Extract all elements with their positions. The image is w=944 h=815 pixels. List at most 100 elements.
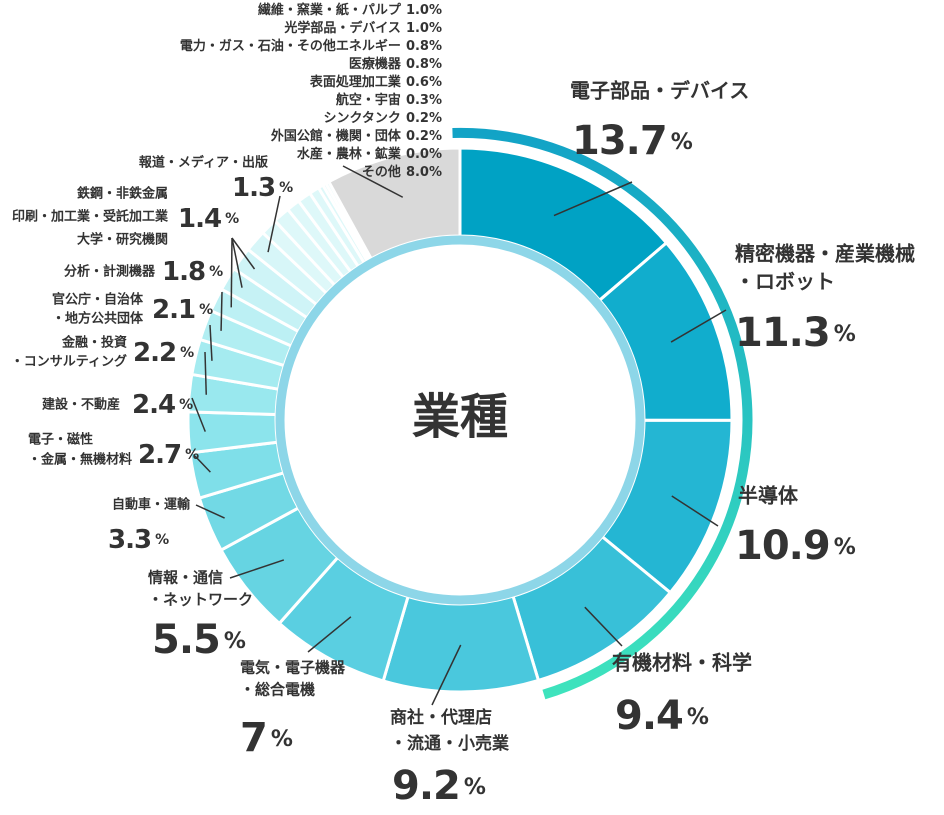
category-label: 繊維・窯業・紙・パルプ bbox=[258, 2, 402, 18]
value-label: 1.4% bbox=[178, 204, 239, 234]
value-label: 2.2% bbox=[133, 338, 194, 368]
value-number: 0.2 bbox=[406, 129, 429, 144]
value-number: 1.3 bbox=[232, 173, 275, 203]
value-label: 1.8% bbox=[162, 257, 223, 287]
small-label: 航空・宇宙 0.3% bbox=[336, 92, 442, 108]
small-label: 繊維・窯業・紙・パルプ 1.0% bbox=[258, 2, 442, 18]
value-number: 1.4 bbox=[178, 204, 221, 234]
value-number: 7 bbox=[240, 715, 267, 761]
value-label: 1.3% bbox=[232, 173, 293, 203]
category-label: ・ネットワーク bbox=[148, 591, 253, 609]
leader-line bbox=[229, 559, 285, 579]
category-label: 光学部品・デバイス bbox=[283, 20, 401, 36]
leader-line bbox=[220, 291, 223, 331]
value-unit: % bbox=[429, 111, 442, 126]
category-label: 電子部品・デバイス bbox=[570, 79, 749, 103]
value-unit: % bbox=[199, 302, 213, 318]
center-label: 業種 bbox=[412, 389, 508, 445]
value-unit: % bbox=[429, 3, 442, 18]
value-number: 0.8 bbox=[406, 57, 429, 72]
category-label: 大学・研究機関 bbox=[77, 232, 168, 248]
leader-line bbox=[191, 397, 206, 432]
value-label: 9.2% bbox=[392, 763, 486, 809]
value-label: 10.9% bbox=[735, 523, 856, 569]
category-label: 報道・メディア・出版 bbox=[139, 155, 268, 171]
value-number: 1.0 bbox=[406, 3, 429, 18]
value-unit: % bbox=[671, 130, 693, 155]
value-unit: % bbox=[271, 727, 293, 752]
value-number: 2.2 bbox=[133, 338, 176, 368]
value-number: 9.4 bbox=[615, 693, 683, 739]
value-unit: % bbox=[179, 397, 193, 413]
value-unit: % bbox=[429, 129, 442, 144]
value-unit: % bbox=[224, 629, 246, 654]
value-unit: % bbox=[429, 147, 442, 162]
category-label: 商社・代理店 bbox=[390, 707, 492, 728]
category-label: 情報・通信 bbox=[148, 569, 223, 587]
category-label: 自動車・運輸 bbox=[112, 497, 191, 513]
value-number: 0.6 bbox=[406, 75, 429, 90]
leader-line bbox=[584, 606, 623, 647]
category-label: 外国公館・機関・団体 bbox=[270, 128, 402, 144]
value-label: 3.3% bbox=[108, 525, 169, 555]
value-number: 0.3 bbox=[406, 93, 429, 108]
value-label: 2.1% bbox=[152, 295, 213, 325]
value-number: 0.2 bbox=[406, 111, 429, 126]
leader-line bbox=[194, 455, 211, 473]
value-unit: % bbox=[209, 264, 223, 280]
small-label: シンクタンク 0.2% bbox=[323, 111, 442, 126]
value-number: 9.2 bbox=[392, 763, 460, 809]
category-label: 電子・磁性 bbox=[28, 432, 93, 448]
leader-line bbox=[204, 351, 207, 395]
value-unit: % bbox=[279, 180, 293, 196]
value-unit: % bbox=[429, 165, 442, 180]
value-number: 1.0 bbox=[406, 21, 429, 36]
value-number: 10.9 bbox=[735, 523, 830, 569]
value-unit: % bbox=[429, 39, 442, 54]
value-number: 2.7 bbox=[138, 440, 181, 470]
value-number: 2.1 bbox=[152, 295, 195, 325]
value-unit: % bbox=[429, 75, 442, 90]
value-number: 1.8 bbox=[162, 257, 205, 287]
category-label: 水産・農林・鉱業 bbox=[297, 146, 402, 162]
small-label: 医療機器 0.8% bbox=[349, 56, 442, 72]
small-label: その他 8.0% bbox=[362, 164, 442, 180]
category-label: ・ロボット bbox=[735, 270, 835, 294]
value-number: 0.8 bbox=[406, 39, 429, 54]
value-label: 5.5% bbox=[152, 617, 246, 663]
value-unit: % bbox=[180, 345, 194, 361]
category-label: 建設・不動産 bbox=[42, 397, 120, 413]
category-label: 分析・計測機器 bbox=[64, 264, 156, 280]
category-label: 印刷・加工業・受託加工業 bbox=[12, 209, 169, 225]
value-number: 8.0 bbox=[406, 165, 429, 180]
leader-line bbox=[231, 237, 256, 270]
value-number: 0.0 bbox=[406, 147, 429, 162]
value-unit: % bbox=[834, 535, 856, 560]
category-label: 航空・宇宙 bbox=[336, 92, 401, 108]
category-label: ・地方公共団体 bbox=[52, 311, 144, 327]
category-label: 官公庁・自治体 bbox=[52, 292, 144, 308]
value-unit: % bbox=[225, 211, 239, 227]
category-label: シンクタンク bbox=[323, 111, 400, 126]
value-label: 11.3% bbox=[735, 310, 856, 356]
highlight-arc bbox=[452, 127, 753, 700]
small-label: 表面処理加工業 0.6% bbox=[309, 74, 442, 90]
category-label: ・コンサルティング bbox=[11, 354, 127, 370]
small-label: 水産・農林・鉱業 0.0% bbox=[297, 146, 442, 162]
value-unit: % bbox=[429, 93, 442, 108]
category-label: 表面処理加工業 bbox=[309, 74, 402, 90]
category-label: 金融・投資 bbox=[61, 335, 127, 351]
leader-line bbox=[307, 616, 352, 653]
value-label: 2.7% bbox=[138, 440, 199, 470]
leader-line bbox=[195, 504, 225, 519]
value-unit: % bbox=[687, 705, 709, 730]
value-number: 3.3 bbox=[108, 525, 151, 555]
value-label: 2.4% bbox=[132, 390, 193, 420]
value-number: 5.5 bbox=[152, 617, 220, 663]
small-label: 外国公館・機関・団体 0.2% bbox=[270, 128, 442, 144]
small-label: 電力・ガス・石油・その他エネルギー 0.8% bbox=[180, 38, 442, 54]
value-unit: % bbox=[155, 532, 169, 548]
leader-line bbox=[671, 495, 719, 527]
value-unit: % bbox=[429, 21, 442, 36]
small-label: 光学部品・デバイス 1.0% bbox=[283, 20, 442, 36]
